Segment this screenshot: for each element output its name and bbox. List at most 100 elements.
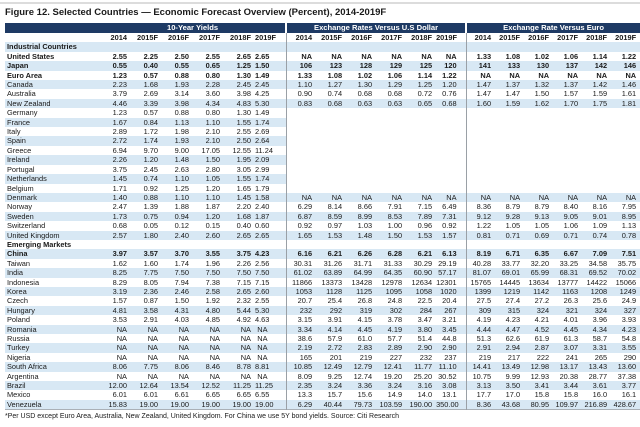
usd-cell: 2.90 bbox=[436, 343, 467, 353]
euro-cell bbox=[524, 155, 554, 165]
yields-cell: 1.74 bbox=[131, 136, 162, 146]
usd-cell: 0.96 bbox=[417, 221, 433, 231]
usd-cell: 11.77 bbox=[406, 362, 437, 372]
yields-cell bbox=[162, 240, 193, 249]
euro-cell: 24.9 bbox=[621, 296, 637, 306]
yields-cell: NA bbox=[100, 343, 131, 353]
euro-cell: 61.3 bbox=[563, 334, 579, 343]
country-cell: Portugal bbox=[7, 164, 35, 174]
euro-cell: 1.05 bbox=[505, 221, 521, 231]
usd-cell bbox=[316, 155, 347, 165]
year-header: 2016F bbox=[528, 33, 550, 42]
yields-cell: 2.99 bbox=[255, 164, 270, 174]
yields-cell: 2.69 bbox=[143, 89, 158, 99]
euro-cell bbox=[524, 145, 554, 156]
table-row: France 1.67 0.84 1.13 1.10 1.55 1.74 bbox=[5, 117, 640, 128]
euro-cell: 1.47 bbox=[505, 89, 521, 99]
year-header: 2014 bbox=[110, 33, 127, 42]
usd-cell: 8.14 bbox=[327, 202, 343, 212]
yields-cell: NA bbox=[257, 371, 268, 381]
yields-cell: 4.81 bbox=[100, 305, 131, 316]
usd-cell: 57.9 bbox=[327, 334, 343, 343]
yields-cell: 0.57 bbox=[143, 70, 158, 80]
usd-cell: 79.73 bbox=[346, 399, 377, 410]
country-cell: Poland bbox=[7, 315, 31, 325]
usd-cell: 12301 bbox=[436, 277, 457, 287]
euro-cell: 4.44 bbox=[465, 324, 496, 334]
yields-cell: NA bbox=[224, 324, 255, 334]
usd-cell: 25.4 bbox=[327, 296, 343, 306]
yields-cell: 4.03 bbox=[174, 315, 189, 325]
yields-cell: 11.25 bbox=[255, 381, 287, 391]
table-row: Romania NA NA NA NA NA NA 3.34 4.14 4.45 4.19 3.80 3… bbox=[5, 324, 640, 334]
euro-cell bbox=[582, 164, 612, 175]
country-cell: Germany bbox=[7, 108, 38, 118]
euro-cell: 8.36 bbox=[465, 399, 496, 410]
euro-cell: 2.91 bbox=[465, 343, 496, 353]
country-cell: Belgium bbox=[7, 183, 34, 193]
yields-cell: 0.60 bbox=[255, 221, 270, 231]
yields-cell: 8.81 bbox=[255, 362, 287, 372]
usd-cell bbox=[346, 127, 377, 137]
yields-cell: 2.55 bbox=[255, 296, 270, 306]
yields-cell: NA bbox=[257, 334, 268, 343]
year-header-row: 2014 2015F 2016F 2017F 2018F 2019F 2014 2015F 20… bbox=[5, 33, 640, 43]
yields-cell: 5.44 bbox=[224, 305, 255, 316]
euro-cell: 69.01 bbox=[495, 268, 525, 278]
yields-cell: 3.55 bbox=[193, 249, 224, 259]
euro-cell: 27.2 bbox=[534, 296, 550, 306]
euro-cell: 290 bbox=[623, 352, 637, 362]
usd-cell: 201 bbox=[329, 352, 343, 362]
euro-cell: 6.67 bbox=[553, 249, 583, 259]
euro-cell: 1.46 bbox=[611, 80, 640, 90]
euro-cell bbox=[524, 117, 554, 128]
yields-cell: NA bbox=[209, 352, 220, 362]
usd-cell: 4.15 bbox=[357, 315, 373, 325]
usd-cell bbox=[376, 136, 407, 146]
euro-cell: NA bbox=[553, 192, 583, 203]
yields-cell: 12.52 bbox=[193, 381, 224, 391]
table-row: New Zealand 4.46 3.39 3.98 4.34 4.83 5.30 0.83 0… bbox=[5, 98, 640, 109]
country-cell: New Zealand bbox=[5, 98, 100, 109]
yields-cell: 0.84 bbox=[131, 117, 162, 128]
euro-cell bbox=[465, 145, 496, 156]
euro-cell: 9.13 bbox=[524, 211, 554, 222]
usd-cell: 2.90 bbox=[406, 343, 437, 353]
euro-cell: 309 bbox=[465, 305, 496, 316]
table-head: 10-Year Yields Exchange Rates Versus U.S… bbox=[5, 23, 640, 43]
usd-cell bbox=[285, 155, 317, 165]
euro-cell bbox=[582, 136, 612, 146]
yields-cell: 7.50 bbox=[224, 268, 255, 278]
euro-cell bbox=[465, 117, 496, 128]
euro-cell bbox=[465, 164, 496, 175]
euro-cell: NA bbox=[538, 70, 550, 80]
usd-cell: 31.26 bbox=[323, 258, 343, 268]
country-cell: Romania bbox=[5, 324, 100, 334]
usd-cell bbox=[376, 108, 407, 118]
yields-cell: 2.09 bbox=[255, 155, 287, 165]
yields-cell: 9.00 bbox=[174, 145, 189, 155]
yields-cell: 19.00 bbox=[224, 399, 255, 410]
yields-cell: 3.39 bbox=[131, 98, 162, 109]
usd-cell: 19.20 bbox=[383, 371, 403, 381]
usd-cell: 1.20 bbox=[436, 80, 467, 90]
euro-cell: 1.81 bbox=[611, 98, 640, 109]
usd-cell bbox=[316, 136, 347, 146]
usd-cell: 3.24 bbox=[376, 381, 407, 391]
year-header: 2019F bbox=[615, 33, 637, 42]
usd-cell: 128 bbox=[346, 61, 377, 71]
country-cell: Sweden bbox=[5, 211, 100, 222]
yields-cell: NA bbox=[162, 324, 193, 334]
usd-cell bbox=[436, 145, 467, 156]
euro-cell: NA bbox=[567, 70, 579, 80]
corner-cell bbox=[5, 23, 100, 33]
table-row: Euro Area 1.23 0.57 0.88 0.80 1.30 1.49 1.33 1.0… bbox=[5, 70, 640, 81]
euro-cell: 2.94 bbox=[495, 343, 525, 353]
yields-cell: NA bbox=[178, 334, 189, 343]
year-header: 2015F bbox=[499, 33, 521, 42]
euro-cell: 0.71 bbox=[495, 230, 525, 240]
usd-cell bbox=[285, 239, 317, 250]
usd-cell bbox=[376, 174, 407, 184]
euro-cell: 324 bbox=[524, 305, 554, 316]
euro-cell: 137 bbox=[553, 61, 583, 71]
